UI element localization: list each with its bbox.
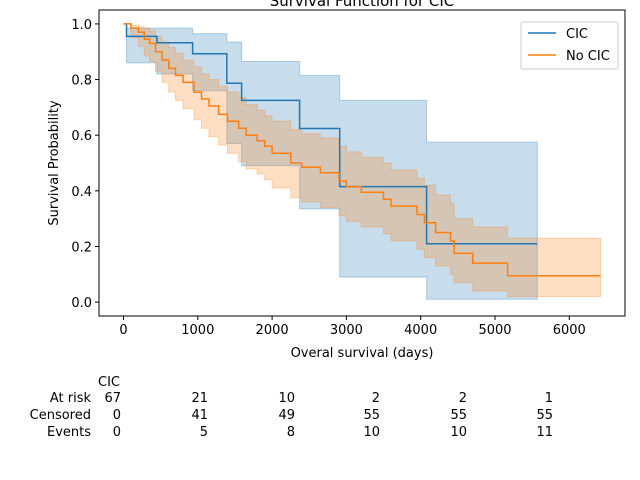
at-risk-table: CIC At risk Censored Events 67 21 10 2 2 10 41…: [30, 375, 553, 440]
risk-value-at-risk: 21: [191, 391, 208, 406]
ci-band-no-cic: [123, 23, 601, 297]
risk-row-label-censored: Censored: [30, 408, 91, 423]
risk-value-events: 5: [200, 425, 208, 440]
legend-label-no-cic: No CIC: [566, 49, 610, 64]
risk-value-censored: 0: [113, 408, 121, 423]
ci-band-cic: [123, 23, 538, 300]
axes-frame: [98, 9, 626, 317]
risk-value-censored: 55: [363, 408, 380, 423]
risk-value-censored: 55: [536, 408, 553, 423]
risk-value-censored: 55: [450, 408, 467, 423]
y-axis-label: Survival Probability: [47, 100, 62, 226]
risk-value-censored: 41: [191, 408, 208, 423]
x-tick-label: 6000: [553, 323, 586, 338]
y-tick-label: 0.4: [71, 185, 92, 200]
legend: CIC No CIC: [520, 21, 619, 70]
risk-value-at-risk: 10: [278, 391, 295, 406]
risk-value-at-risk: 67: [104, 391, 121, 406]
x-tick-label: 4000: [404, 323, 437, 338]
chart-title: Survival Function for CIC: [270, 0, 455, 10]
axis-ticks: 0 1000 2000 3000 4000 5000 6000 0.0 0.2 0.4 0.6 0.8…: [71, 18, 586, 338]
risk-value-censored: 49: [278, 408, 295, 423]
risk-row-label-events: Events: [47, 425, 91, 440]
risk-value-events: 10: [450, 425, 467, 440]
risk-value-events: 11: [536, 425, 553, 440]
y-tick-label: 1.0: [71, 18, 92, 33]
risk-value-at-risk: 2: [372, 391, 380, 406]
x-tick-label: 2000: [256, 323, 289, 338]
plot-area: [123, 23, 601, 300]
risk-value-events: 0: [113, 425, 121, 440]
x-tick-label: 0: [119, 323, 127, 338]
risk-row-label-at-risk: At risk: [50, 391, 92, 406]
y-tick-label: 0.8: [71, 74, 92, 89]
y-tick-label: 0.6: [71, 129, 92, 144]
risk-table-group-label: CIC: [98, 375, 120, 390]
risk-value-events: 8: [287, 425, 295, 440]
risk-value-at-risk: 1: [545, 391, 553, 406]
legend-label-cic: CIC: [566, 27, 588, 42]
y-tick-label: 0.2: [71, 240, 92, 255]
y-tick-label: 0.0: [71, 296, 92, 311]
x-axis-label: Overal survival (days): [291, 346, 434, 361]
risk-value-at-risk: 2: [459, 391, 467, 406]
risk-value-events: 10: [363, 425, 380, 440]
x-tick-label: 5000: [478, 323, 511, 338]
survival-line-no-cic: [123, 23, 601, 277]
x-tick-label: 3000: [330, 323, 363, 338]
risk-table-values: 67 21 10 2 2 10 41 49 55 55 550 5 8 10 10 11: [104, 391, 553, 440]
x-tick-label: 1000: [181, 323, 214, 338]
